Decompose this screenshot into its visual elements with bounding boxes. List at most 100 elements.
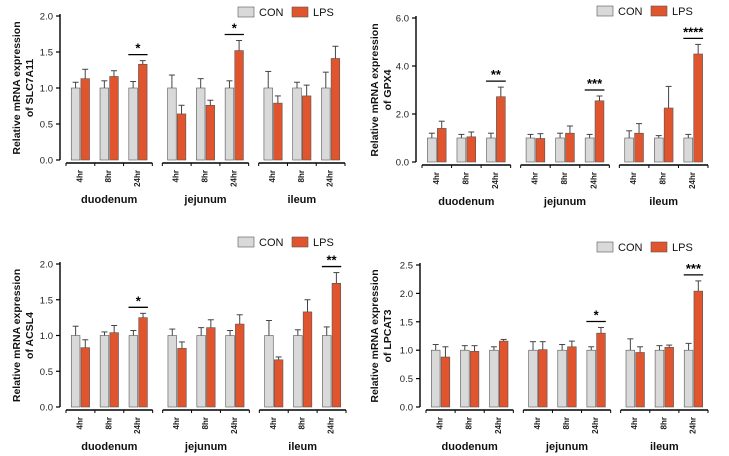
y-tick-label: 1.0	[400, 346, 413, 357]
con-legend-label: CON	[618, 6, 643, 18]
con-bar	[70, 87, 81, 161]
con-bar	[167, 87, 177, 161]
x-tick-label: 24hr	[688, 172, 697, 189]
legend: CON LPS	[237, 6, 334, 19]
lps-bar	[664, 347, 674, 408]
lps-legend-label: LPS	[313, 237, 334, 249]
chart-panel-1: 0.0 0.5 1.0 1.5 2.0 Relative mRNA expressiono…	[11, 6, 346, 206]
con-bar	[489, 349, 499, 408]
con-bar	[525, 137, 536, 163]
y-tick-label: 2.0	[40, 260, 53, 271]
con-legend-label: CON	[259, 237, 284, 249]
x-tick-label: 8hr	[201, 417, 210, 429]
y-axis-label: Relative mRNA expressionof ACSL4	[11, 269, 36, 402]
x-tick-label: 8hr	[659, 172, 668, 184]
y-axis-label-line: of LPCAT3	[382, 309, 394, 362]
x-tick-label: 4hr	[432, 172, 441, 184]
y-tick-label: 0.0	[40, 156, 53, 167]
con-bar	[586, 349, 596, 408]
y-axis-label: Relative mRNA expressionof GPX4	[369, 23, 394, 156]
con-bar	[460, 349, 470, 408]
lps-bar	[469, 351, 480, 408]
lps-bar	[436, 128, 447, 163]
con-bar	[555, 137, 565, 163]
x-tick-label: 4hr	[533, 417, 542, 429]
x-tick-label: 8hr	[659, 417, 668, 429]
con-bar	[99, 87, 109, 161]
chart-panel-3: 0.0 0.5 1.0 1.5 2.0 Relative mRNA expressiono…	[11, 236, 347, 453]
x-tick-label: 4hr	[436, 417, 445, 429]
lps-bar	[693, 53, 703, 163]
lps-bar	[109, 76, 119, 161]
lps-bar	[273, 359, 284, 408]
lps-bar	[466, 136, 477, 163]
con-legend-label: CON	[259, 7, 284, 19]
x-tick-label: 24hr	[230, 417, 239, 434]
con-legend-swatch	[596, 241, 614, 253]
con-bar	[292, 87, 302, 161]
lps-bar	[567, 346, 577, 408]
lps-legend-swatch	[291, 6, 309, 18]
con-bar	[625, 349, 636, 408]
lps-bar	[302, 95, 312, 161]
group-label-duodenum: duodenum	[81, 441, 137, 453]
lps-legend-label: LPS	[672, 242, 693, 254]
x-tick-label: 8hr	[461, 172, 470, 184]
legend: CON LPS	[596, 241, 693, 254]
con-bar	[224, 87, 235, 161]
con-bar	[584, 137, 595, 163]
y-axis-label-line: Relative mRNA expression	[11, 21, 23, 154]
group-label-jejunum: jejunum	[543, 196, 586, 208]
con-bar	[128, 87, 138, 161]
lps-bar	[177, 348, 187, 408]
con-bar	[196, 335, 206, 408]
con-bar	[263, 87, 273, 161]
x-tick-label: 24hr	[326, 170, 335, 187]
lps-bar	[594, 100, 605, 163]
y-tick-label: 1.0	[40, 331, 53, 342]
x-tick-label: 8hr	[104, 170, 113, 182]
group-label-ileum: ileum	[287, 194, 316, 206]
x-tick-label: 24hr	[133, 417, 142, 434]
lps-bar	[302, 311, 313, 408]
lps-bar	[234, 50, 244, 161]
x-tick-label: 8hr	[297, 170, 306, 182]
con-bar	[486, 137, 496, 163]
group-label-ileum: ileum	[650, 441, 679, 453]
x-tick-label: 4hr	[629, 172, 638, 184]
x-tick-label: 4hr	[269, 417, 278, 429]
significance-label: ***	[587, 76, 603, 91]
significance-label: **	[326, 253, 337, 268]
y-tick-label: 4.0	[396, 62, 409, 73]
y-tick-label: 0.5	[40, 120, 53, 131]
y-axis-label-line: Relative mRNA expression	[11, 269, 23, 402]
y-tick-label: 2.0	[40, 12, 53, 23]
x-tick-label: 4hr	[630, 417, 639, 429]
con-bar	[528, 349, 538, 408]
x-tick-label: 8hr	[562, 417, 571, 429]
con-bar	[293, 335, 303, 408]
y-axis-label-line: Relative mRNA expression	[369, 23, 381, 156]
lps-legend-swatch	[650, 241, 668, 253]
x-tick-label: 4hr	[530, 172, 539, 184]
group-label-duodenum: duodenum	[442, 441, 498, 453]
x-tick-label: 4hr	[268, 170, 277, 182]
y-tick-label: 0.0	[396, 158, 409, 169]
lps-bar	[109, 332, 119, 408]
con-bar	[624, 137, 634, 163]
lps-bar	[205, 104, 215, 161]
lps-legend-label: LPS	[313, 7, 334, 19]
group-label-jejunum: jejunum	[183, 194, 226, 206]
con-bar	[264, 335, 274, 408]
y-tick-label: 0.5	[40, 367, 53, 378]
x-tick-label: 4hr	[75, 417, 84, 429]
lps-bar	[138, 63, 148, 161]
con-bar	[653, 137, 664, 163]
significance-label: *	[136, 293, 142, 308]
y-axis-label: Relative mRNA expressionof SLC7A11	[11, 21, 36, 154]
x-tick-label: 24hr	[133, 170, 142, 187]
group-label-duodenum: duodenum	[81, 194, 137, 206]
con-bar	[654, 349, 665, 408]
group-label-ileum: ileum	[649, 196, 678, 208]
